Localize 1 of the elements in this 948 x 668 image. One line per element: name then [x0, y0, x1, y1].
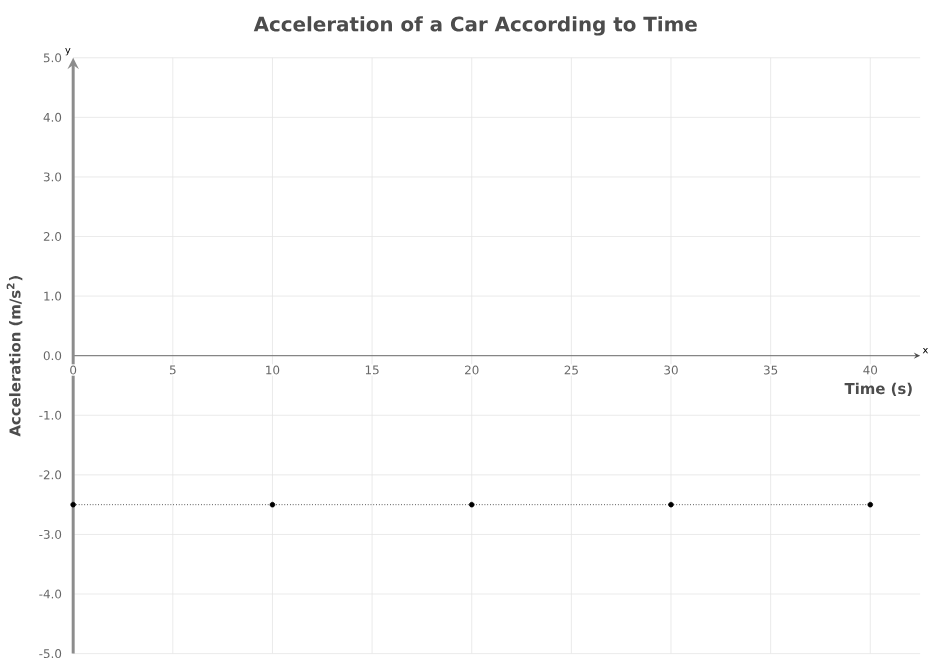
- chart-title: Acceleration of a Car According to Time: [253, 16, 697, 36]
